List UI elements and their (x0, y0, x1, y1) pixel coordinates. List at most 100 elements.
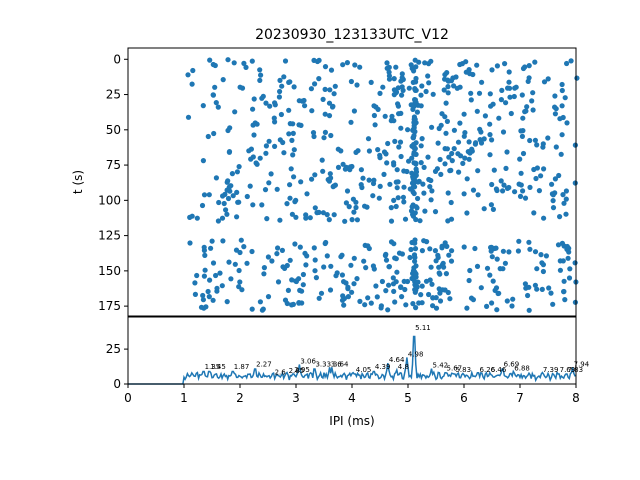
scatter-point (411, 141, 417, 148)
scatter-point (250, 202, 256, 208)
scatter-point (412, 210, 418, 216)
peak-label: 6.46 (491, 366, 507, 374)
scatter-point (421, 164, 427, 170)
scatter-point (454, 85, 460, 91)
scatter-point (288, 166, 294, 172)
scatter-point (375, 106, 381, 112)
scatter-point (349, 217, 355, 223)
y-tick-label: 0 (113, 377, 121, 391)
peak-label: 4.64 (389, 356, 405, 364)
scatter-point (397, 139, 404, 145)
scatter-point (206, 294, 212, 300)
scatter-point (435, 254, 441, 261)
scatter-point (247, 183, 253, 189)
scatter-point (342, 166, 348, 172)
scatter-point (541, 215, 547, 221)
scatter-point (541, 79, 548, 85)
scatter-point (442, 161, 448, 167)
scatter-point (559, 132, 565, 138)
scatter-point (402, 216, 409, 222)
scatter-point (394, 185, 400, 191)
scatter-point (539, 286, 545, 292)
scatter-point (504, 149, 510, 155)
scatter-point (374, 294, 380, 300)
scatter-point (264, 216, 270, 222)
scatter-point (327, 287, 334, 293)
scatter-point (396, 250, 403, 256)
scatter-point (406, 85, 412, 91)
scatter-point (221, 200, 227, 207)
scatter-point (274, 251, 280, 257)
scatter-point (484, 265, 491, 271)
scatter-point (354, 217, 360, 223)
scatter-point (249, 58, 255, 64)
scatter-point (322, 86, 328, 92)
peak-label: 7.69 (560, 366, 576, 374)
scatter-point (303, 262, 309, 268)
scatter-point (381, 171, 387, 177)
scatter-point (259, 202, 265, 208)
scatter-point (541, 166, 547, 172)
scatter-point (423, 88, 429, 95)
scatter-point (376, 195, 382, 201)
scatter-point (220, 193, 226, 199)
scatter-point (340, 161, 346, 167)
scatter-point (226, 259, 232, 265)
scatter-point (407, 254, 413, 261)
scatter-point (351, 209, 357, 215)
scatter-point (381, 149, 388, 155)
scatter-point (389, 113, 395, 119)
scatter-point (529, 98, 535, 104)
scatter-point (413, 271, 419, 277)
scatter-point (530, 107, 536, 113)
scatter-panel: 0 25 50 75 100 125 150 175 t (s) (71, 47, 580, 317)
scatter-point (388, 205, 394, 211)
scatter-point (520, 188, 526, 194)
scatter-point (243, 64, 249, 70)
scatter-point (362, 203, 368, 209)
scatter-point (489, 254, 495, 260)
scatter-point (250, 122, 256, 128)
scatter-point (347, 167, 353, 173)
scatter-point (334, 270, 340, 276)
scatter-point (291, 147, 297, 153)
scatter-point (296, 98, 302, 104)
scatter-point (274, 186, 280, 192)
scatter-point (493, 245, 499, 251)
scatter-point (401, 184, 407, 190)
scatter-point (425, 154, 431, 160)
scatter-point (228, 276, 234, 282)
scatter-point (427, 246, 433, 252)
scatter-point (219, 215, 226, 221)
scatter-point (377, 90, 383, 96)
scatter-point (526, 239, 532, 245)
scatter-point (428, 177, 434, 184)
scatter-point (394, 269, 400, 275)
scatter-point (449, 150, 455, 157)
scatter-point (456, 169, 462, 175)
scatter-point (297, 244, 303, 250)
scatter-point (298, 179, 304, 185)
x-tick-label: 4 (348, 391, 356, 405)
scatter-point (316, 76, 322, 82)
scatter-point (567, 266, 573, 272)
scatter-point (507, 94, 513, 100)
scatter-point (408, 62, 414, 68)
scatter-point (384, 160, 390, 166)
scatter-point (362, 302, 368, 308)
scatter-point (559, 87, 565, 94)
scatter-point (348, 119, 354, 125)
scatter-point (412, 97, 418, 103)
scatter-point (254, 121, 260, 127)
scatter-point (427, 277, 433, 283)
scatter-point (487, 91, 493, 97)
scatter-point (498, 178, 504, 184)
scatter-point (343, 200, 349, 206)
y-tick-label: 150 (98, 264, 121, 278)
scatter-point (265, 254, 271, 260)
scatter-point (303, 212, 309, 218)
scatter-point (207, 277, 213, 283)
scatter-point (357, 64, 363, 70)
scatter-point (215, 218, 221, 224)
scatter-point (436, 270, 442, 276)
